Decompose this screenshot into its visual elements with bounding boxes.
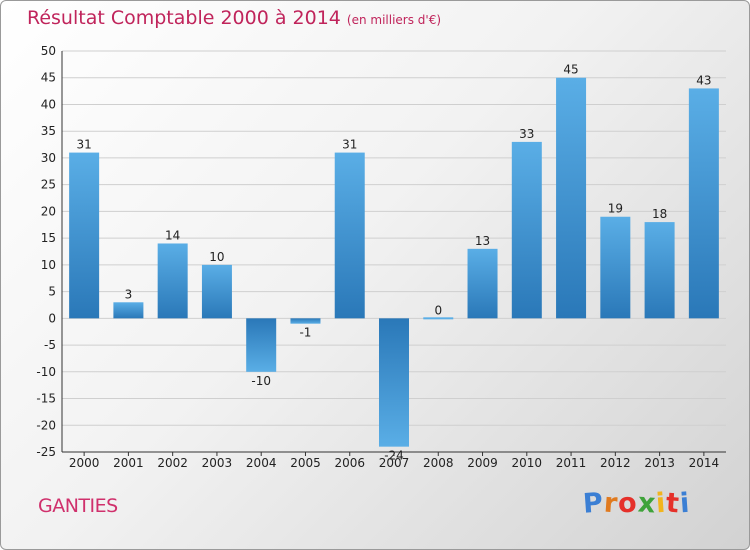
- bar: [467, 248, 498, 319]
- bar: [157, 243, 188, 319]
- bar: [600, 216, 631, 319]
- bar: [334, 152, 365, 319]
- data-label: -10: [251, 374, 271, 388]
- logo-letter: x: [636, 487, 658, 520]
- x-tick-label: 2011: [556, 456, 587, 470]
- chart-title: Résultat Comptable 2000 à 2014 (en millie…: [27, 7, 441, 29]
- commune-name: GANTIES: [38, 495, 118, 517]
- bar: [201, 264, 232, 319]
- y-tick-label: 50: [41, 44, 56, 58]
- y-tick-label: 20: [41, 204, 56, 218]
- bar: [290, 318, 321, 324]
- y-tick-label: -10: [36, 365, 56, 379]
- data-label: 0: [434, 303, 442, 317]
- data-label: 14: [165, 228, 180, 242]
- x-tick-label: 2012: [600, 456, 631, 470]
- x-tick-label: 2010: [512, 456, 543, 470]
- data-label: 31: [76, 138, 91, 152]
- proxiti-logo[interactable]: Proxiti: [581, 487, 692, 520]
- logo-letter: o: [617, 487, 639, 520]
- bar: [423, 317, 454, 320]
- y-tick-label: -5: [44, 338, 56, 352]
- x-tick-label: 2000: [69, 456, 100, 470]
- data-label: -1: [299, 326, 311, 340]
- data-label: 19: [608, 202, 623, 216]
- data-label: 31: [342, 138, 357, 152]
- y-tick-label: -15: [36, 392, 56, 406]
- y-tick-label: 30: [41, 151, 56, 165]
- y-tick-label: 10: [41, 258, 56, 272]
- x-tick-label: 2003: [202, 456, 233, 470]
- y-tick-label: 45: [41, 71, 56, 85]
- y-tick-label: 15: [41, 231, 56, 245]
- logo-letter: i: [679, 487, 692, 520]
- title-text: Résultat Comptable 2000 à 2014: [27, 7, 341, 29]
- data-label: 10: [209, 250, 224, 264]
- y-tick-label: 5: [48, 285, 56, 299]
- bar: [556, 77, 587, 319]
- data-label: 13: [475, 234, 490, 248]
- x-tick-label: 2008: [423, 456, 454, 470]
- bar: [688, 88, 719, 319]
- y-tick-label: -25: [36, 445, 56, 459]
- bar: [379, 318, 409, 447]
- x-tick-label: 2014: [689, 456, 720, 470]
- y-tick-label: -20: [36, 418, 56, 432]
- x-tick-label: 2005: [290, 456, 321, 470]
- y-tick-label: 25: [41, 178, 56, 192]
- data-label: 33: [519, 127, 534, 141]
- bar: [69, 152, 100, 319]
- data-label: 3: [125, 287, 133, 301]
- logo-letter: P: [581, 487, 605, 520]
- data-label: 45: [563, 63, 578, 77]
- x-tick-label: 2004: [246, 456, 277, 470]
- y-tick-label: 0: [48, 311, 56, 325]
- bar: [511, 141, 542, 319]
- data-label: 18: [652, 207, 667, 221]
- x-tick-label: 2002: [157, 456, 188, 470]
- y-tick-label: 40: [41, 97, 56, 111]
- x-tick-label: 2001: [113, 456, 144, 470]
- chart-subtitle: (en milliers d'€): [346, 13, 442, 27]
- x-tick-label: 2013: [644, 456, 675, 470]
- x-tick-label: 2006: [334, 456, 365, 470]
- x-tick-label: 2009: [467, 456, 498, 470]
- y-tick-label: 35: [41, 124, 56, 138]
- bar: [246, 318, 277, 372]
- x-tick-label: 2007: [379, 456, 410, 470]
- bar: [644, 222, 675, 319]
- bar: [113, 302, 144, 319]
- data-label: 43: [696, 73, 711, 87]
